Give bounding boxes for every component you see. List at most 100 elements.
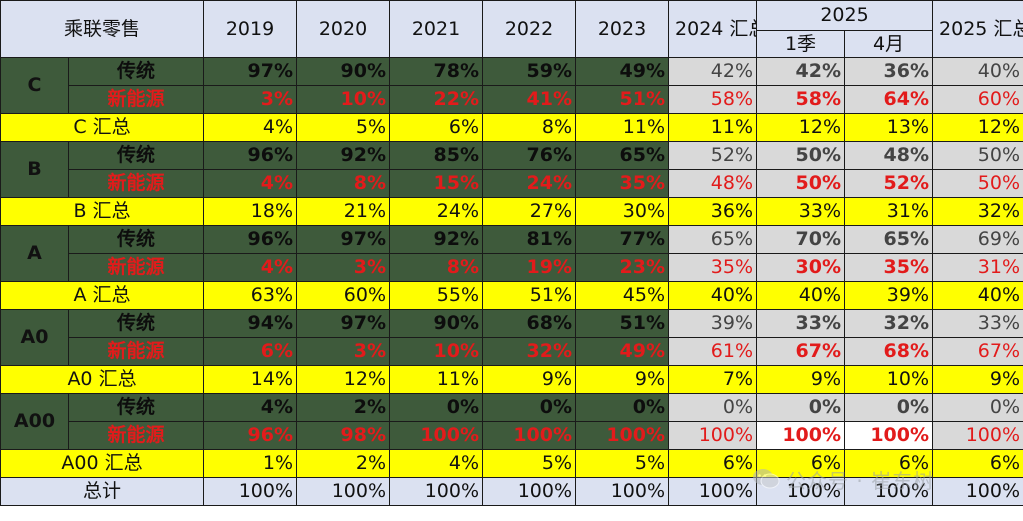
cell-b-new-energy: 48% xyxy=(668,169,758,198)
cell-a00-traditional: 0% xyxy=(575,393,670,422)
cell-a00-new-energy: 100% xyxy=(932,421,1023,450)
cell-a00-traditional: 0% xyxy=(756,393,846,422)
traditional-label: 传统 xyxy=(67,225,205,254)
cell-a0-new-energy: 3% xyxy=(296,337,391,366)
row-c-new-energy: 新能源 3% 10% 22% 41% 51% 58% 58% 64% 60% xyxy=(1,85,1023,114)
cell-a00-traditional: 0% xyxy=(844,393,934,422)
cell-a0-new-energy: 49% xyxy=(575,337,670,366)
row-b-traditional: B 传统 96% 92% 85% 76% 65% 52% 50% 48% 50% xyxy=(0,141,1023,198)
cell-c-new-energy: 58% xyxy=(756,85,846,114)
cell-a0-traditional: 32% xyxy=(844,309,934,338)
cell-a00-summary: 6% xyxy=(756,449,846,478)
cell-b-summary: 30% xyxy=(575,197,670,226)
cell-a00-summary: 6% xyxy=(844,449,934,478)
cell-c-summary: 8% xyxy=(482,113,577,142)
header-year-2022: 2022 xyxy=(482,0,577,58)
cell-a00-summary: 6% xyxy=(932,449,1023,478)
header-year-2023: 2023 xyxy=(575,0,670,58)
cell-c-new-energy: 64% xyxy=(844,85,934,114)
cell-c-new-energy: 3% xyxy=(203,85,298,114)
row-total: 总计 100% 100% 100% 100% 100% 100% 100% 100% 100% xyxy=(0,477,1023,506)
cell-a00-traditional: 0% xyxy=(389,393,484,422)
cell-a0-new-energy: 67% xyxy=(932,337,1023,366)
cell-a0-traditional: 33% xyxy=(756,309,846,338)
cell-b-traditional: 92% xyxy=(296,141,391,170)
cell-a00-new-energy: 100% xyxy=(756,421,846,450)
cell-a-new-energy: 19% xyxy=(482,253,577,282)
cell-b-summary: 36% xyxy=(668,197,758,226)
cell-a00-new-energy: 100% xyxy=(482,421,577,450)
cell-total: 100% xyxy=(932,477,1023,506)
header-year-2019: 2019 xyxy=(203,0,298,58)
cell-a0-summary: 10% xyxy=(844,365,934,394)
cell-b-summary: 31% xyxy=(844,197,934,226)
header-2025-total: 2025 汇总 xyxy=(932,0,1023,58)
cell-a0-summary: 12% xyxy=(296,365,391,394)
cell-total: 100% xyxy=(203,477,298,506)
segment-label-a00: A00 xyxy=(0,393,69,450)
cell-a-summary: 63% xyxy=(203,281,298,310)
cell-a00-new-energy: 100% xyxy=(389,421,484,450)
cell-a00-new-energy: 100% xyxy=(575,421,670,450)
cell-a00-traditional: 0% xyxy=(482,393,577,422)
cell-b-new-energy: 24% xyxy=(482,169,577,198)
cell-a-summary: 40% xyxy=(668,281,758,310)
cell-a-new-energy: 3% xyxy=(296,253,391,282)
cell-a-new-energy: 31% xyxy=(932,253,1023,282)
cell-a0-new-energy: 61% xyxy=(668,337,758,366)
cell-c-traditional: 36% xyxy=(844,57,934,86)
cell-a-summary: 40% xyxy=(932,281,1023,310)
cell-b-new-energy: 15% xyxy=(389,169,484,198)
cell-a00-summary: 5% xyxy=(482,449,577,478)
cell-b-traditional: 76% xyxy=(482,141,577,170)
summary-label-a0: A0 汇总 xyxy=(0,365,205,394)
cell-b-traditional: 65% xyxy=(575,141,670,170)
cell-a00-summary: 2% xyxy=(296,449,391,478)
cell-c-summary: 13% xyxy=(844,113,934,142)
header-corner: 乘联零售 xyxy=(0,0,205,58)
summary-label-c: C 汇总 xyxy=(0,113,205,142)
cell-c-new-energy: 22% xyxy=(389,85,484,114)
cell-a00-new-energy: 96% xyxy=(203,421,298,450)
header-year-2020: 2020 xyxy=(296,0,391,58)
traditional-label: 传统 xyxy=(67,57,205,86)
row-a0-traditional: A0 传统 94% 97% 90% 68% 51% 39% 33% 32% 33% xyxy=(0,309,1023,366)
cell-a0-traditional: 94% xyxy=(203,309,298,338)
cell-total: 100% xyxy=(668,477,758,506)
cell-a00-summary: 6% xyxy=(668,449,758,478)
cell-a00-traditional: 0% xyxy=(668,393,758,422)
cell-b-traditional: 96% xyxy=(203,141,298,170)
cell-a-summary: 45% xyxy=(575,281,670,310)
segment-label-c: C xyxy=(0,57,69,114)
header-row-2: 1季 4月 xyxy=(1,30,1023,58)
cell-a00-new-energy: 100% xyxy=(844,421,934,450)
cell-a0-traditional: 39% xyxy=(668,309,758,338)
cell-a-new-energy: 30% xyxy=(756,253,846,282)
new-energy-label: 新能源 xyxy=(67,337,205,366)
summary-label-b: B 汇总 xyxy=(0,197,205,226)
cell-c-traditional: 42% xyxy=(668,57,758,86)
cell-a0-new-energy: 10% xyxy=(389,337,484,366)
new-energy-label: 新能源 xyxy=(67,421,205,450)
cell-c-new-energy: 41% xyxy=(482,85,577,114)
cell-a0-traditional: 90% xyxy=(389,309,484,338)
cell-b-summary: 21% xyxy=(296,197,391,226)
cell-b-new-energy: 50% xyxy=(932,169,1023,198)
row-b-summary: B 汇总 18% 21% 24% 27% 30% 36% 33% 31% 32% xyxy=(0,197,1023,226)
cell-total: 100% xyxy=(482,477,577,506)
cell-a-traditional: 65% xyxy=(668,225,758,254)
cell-a-new-energy: 35% xyxy=(844,253,934,282)
cell-a0-summary: 9% xyxy=(932,365,1023,394)
traditional-label: 传统 xyxy=(67,141,205,170)
row-a00-traditional: A00 传统 4% 2% 0% 0% 0% 0% 0% 0% 0% xyxy=(0,393,1023,450)
cell-a-traditional: 92% xyxy=(389,225,484,254)
cell-a00-summary: 4% xyxy=(389,449,484,478)
cell-b-traditional: 50% xyxy=(756,141,846,170)
segment-label-a0: A0 xyxy=(0,309,69,366)
row-c-summary: C 汇总 4% 5% 6% 8% 11% 11% 12% 13% 12% xyxy=(0,113,1023,142)
cell-b-new-energy: 8% xyxy=(296,169,391,198)
cell-a0-new-energy: 32% xyxy=(482,337,577,366)
cell-b-summary: 33% xyxy=(756,197,846,226)
cell-a-traditional: 81% xyxy=(482,225,577,254)
row-b-new-energy: 新能源 4% 8% 15% 24% 35% 48% 50% 52% 50% xyxy=(1,169,1023,198)
